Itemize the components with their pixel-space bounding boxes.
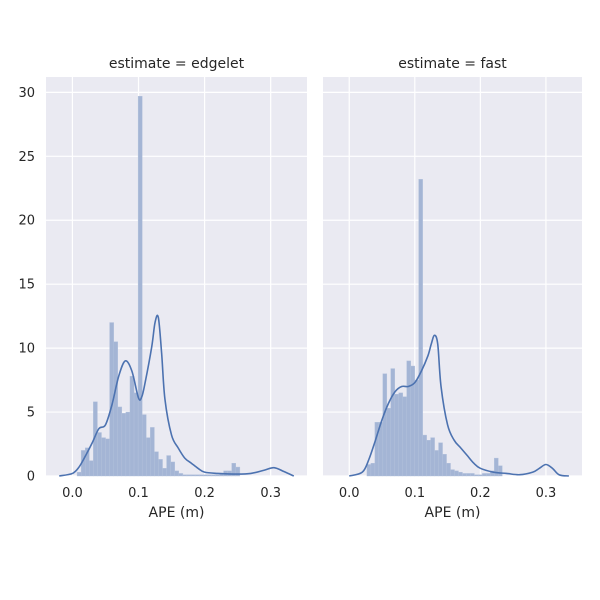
histogram-bar: [390, 368, 395, 477]
histogram-bar: [113, 341, 118, 477]
histogram-bar: [129, 376, 135, 477]
x-tick-label: 0.2: [194, 486, 215, 501]
histogram-bar: [182, 474, 188, 477]
histogram-bar: [386, 408, 392, 477]
histogram-bar: [166, 455, 171, 477]
histogram-bar: [470, 473, 475, 477]
histogram-bar: [478, 474, 483, 477]
histogram-bar: [154, 451, 159, 477]
histogram-bar: [434, 450, 439, 477]
plot-background: [46, 77, 307, 476]
histogram-bar: [158, 459, 163, 477]
histogram-bar: [141, 414, 147, 477]
panel-edgelet: estimate = edgelet 0.0 0.1 0.2 0.3 APE (m) 0 5 1…: [18, 56, 307, 521]
x-tick-label: 0.1: [128, 486, 149, 501]
x-tick-label: 0.3: [536, 486, 557, 501]
histogram-bar: [235, 466, 241, 477]
histogram-bar: [418, 179, 423, 477]
histogram-bar: [398, 392, 403, 477]
histogram-bar: [406, 360, 411, 477]
y-tick-label: 20: [18, 214, 35, 229]
histogram-bar: [133, 392, 139, 477]
histogram-bar: [89, 460, 94, 477]
histogram-bar: [454, 470, 459, 477]
histogram-bar: [186, 474, 192, 477]
histogram-bar: [101, 437, 106, 477]
x-tick-label: 0.0: [62, 486, 83, 501]
histogram-bar: [482, 473, 487, 477]
histogram-bar: [378, 422, 384, 477]
histogram-bar: [450, 469, 455, 477]
histogram-bar: [174, 470, 180, 477]
histogram-bar: [394, 393, 399, 477]
histogram-bar: [121, 413, 127, 477]
histogram-bar: [422, 434, 427, 477]
histogram-bar: [366, 464, 372, 477]
panel-fast: estimate = fast 0.0 0.1 0.2 0.3 APE (m): [323, 56, 582, 521]
histogram-bar: [203, 474, 208, 477]
histogram-bar: [97, 432, 102, 477]
histogram-bar: [150, 427, 155, 477]
histogram-bar: [414, 379, 419, 477]
histogram-bar: [162, 468, 167, 477]
x-axis-label: APE (m): [425, 505, 481, 521]
histogram-bar: [446, 463, 451, 477]
histogram-bar: [370, 463, 376, 477]
panel-title: estimate = fast: [398, 56, 507, 72]
x-axis-label: APE (m): [149, 505, 205, 521]
y-tick-label: 10: [18, 342, 35, 357]
y-tick-label: 15: [18, 278, 35, 293]
x-tick-label: 0.1: [404, 486, 425, 501]
kde-line: [59, 314, 295, 477]
histogram-bar: [146, 437, 151, 477]
histogram-bar: [198, 474, 204, 477]
y-tick-label: 25: [18, 150, 35, 165]
histogram-bar: [458, 471, 463, 477]
histogram-bar: [137, 95, 143, 477]
x-tick-label: 0.0: [339, 486, 360, 501]
histogram-bar: [117, 406, 123, 477]
histogram-bar: [178, 473, 184, 477]
histogram-bar: [207, 474, 212, 477]
histogram-bar: [76, 471, 82, 477]
x-tick-label: 0.3: [260, 486, 281, 501]
y-tick-label: 0: [27, 470, 35, 485]
histogram-bar: [486, 473, 491, 477]
histogram-bar: [430, 437, 435, 477]
histogram-bar: [462, 473, 467, 477]
histogram-bar: [498, 465, 503, 477]
histogram-bar: [194, 474, 200, 477]
x-tick-label: 0.2: [470, 486, 491, 501]
plot-background: [323, 77, 582, 476]
kde-line: [349, 334, 569, 477]
histogram-bar: [442, 454, 447, 477]
y-tick-label: 5: [27, 406, 35, 421]
histogram-bar: [105, 438, 110, 477]
histogram-bar: [215, 474, 220, 477]
histogram-bar: [438, 442, 443, 477]
panel-title: estimate = edgelet: [109, 56, 245, 72]
histogram-bar: [190, 474, 196, 477]
histogram-bar: [211, 474, 216, 477]
histogram-bar: [474, 474, 479, 477]
y-tick-label: 30: [18, 86, 35, 101]
histogram-bar: [170, 461, 175, 477]
histogram-bar: [382, 373, 388, 477]
histogram-bar: [426, 439, 431, 477]
histogram-bar: [402, 396, 407, 477]
histogram-bar: [125, 411, 131, 477]
histogram-bar: [466, 473, 471, 477]
